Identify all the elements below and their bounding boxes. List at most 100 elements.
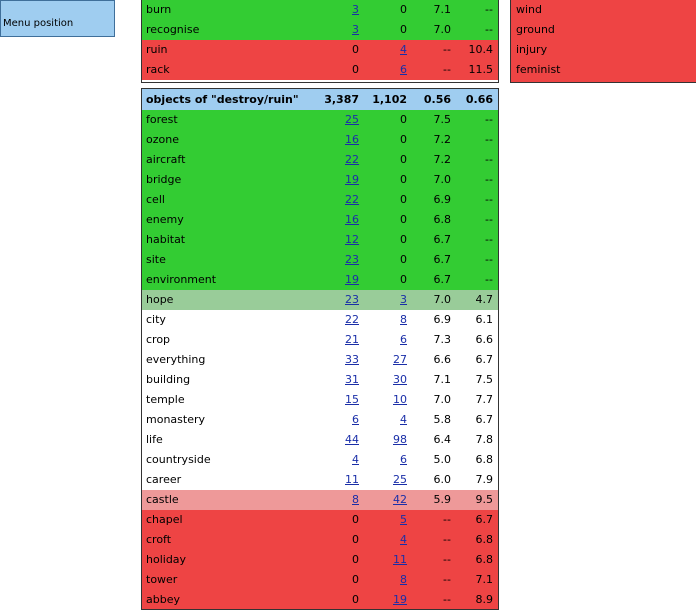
main_rows-cell-s1: -- bbox=[443, 533, 451, 546]
top_rows-cell-s1: 7.1 bbox=[433, 3, 452, 16]
main_rows-cell-f1[interactable]: 6 bbox=[352, 413, 359, 426]
main_rows-row: life 44 98 6.4 7.8 bbox=[142, 430, 498, 450]
main_rows-cell-f1[interactable]: 11 bbox=[345, 473, 359, 486]
main_rows-row: environment 19 0 6.7 -- bbox=[142, 270, 498, 290]
main_rows-cell-s1: 6.4 bbox=[433, 433, 452, 446]
main_rows-cell-f1[interactable]: 4 bbox=[352, 453, 359, 466]
side-word-item: wind bbox=[516, 3, 543, 16]
main_rows-cell-f1[interactable]: 25 bbox=[345, 113, 359, 126]
main_rows-cell-s2: 7.7 bbox=[475, 393, 494, 406]
objects-table-header: objects of "destroy/ruin" 3,387 1,102 0.… bbox=[142, 89, 498, 110]
main_rows-cell-word: crop bbox=[146, 333, 171, 346]
main_rows-cell-f1[interactable]: 19 bbox=[345, 173, 359, 186]
verbs-table: burn 3 0 7.1 -- recognise 3 0 7.0 -- ruin 0 4 -- 10.4 r… bbox=[141, 0, 499, 83]
main_rows-cell-word: building bbox=[146, 373, 191, 386]
main_rows-cell-f2[interactable]: 8 bbox=[400, 313, 407, 326]
main_rows-cell-word: life bbox=[146, 433, 163, 446]
main_rows-cell-f2[interactable]: 10 bbox=[393, 393, 407, 406]
main_rows-cell-f2[interactable]: 4 bbox=[400, 413, 407, 426]
main_rows-cell-word: temple bbox=[146, 393, 185, 406]
main_rows-cell-s1: -- bbox=[443, 553, 451, 566]
main_rows-cell-f2[interactable]: 6 bbox=[400, 453, 407, 466]
side-word-item: feminist bbox=[516, 63, 561, 76]
main_rows-cell-s1: 7.0 bbox=[433, 173, 452, 186]
main_rows-cell-f1[interactable]: 22 bbox=[345, 153, 359, 166]
main_rows-cell-s2: -- bbox=[485, 193, 493, 206]
main_rows-cell-word: bridge bbox=[146, 173, 182, 186]
main_rows-cell-f1[interactable]: 23 bbox=[345, 293, 359, 306]
main_rows-cell-f2: 0 bbox=[400, 273, 407, 286]
main_rows-cell-f2[interactable]: 6 bbox=[400, 333, 407, 346]
main_rows-cell-f1[interactable]: 12 bbox=[345, 233, 359, 246]
top_rows-cell-f2[interactable]: 4 bbox=[400, 43, 407, 56]
main_rows-cell-s1: 6.0 bbox=[433, 473, 452, 486]
top_rows-cell-f1[interactable]: 3 bbox=[352, 3, 359, 16]
main_rows-cell-word: chapel bbox=[146, 513, 183, 526]
main_rows-cell-word: enemy bbox=[146, 213, 184, 226]
main_rows-row: temple 15 10 7.0 7.7 bbox=[142, 390, 498, 410]
top_rows-cell-f1[interactable]: 3 bbox=[352, 23, 359, 36]
main_rows-cell-word: castle bbox=[146, 493, 179, 506]
main_rows-cell-f1[interactable]: 16 bbox=[345, 133, 359, 146]
main_rows-cell-f1[interactable]: 23 bbox=[345, 253, 359, 266]
main_rows-cell-f2[interactable]: 30 bbox=[393, 373, 407, 386]
main_rows-cell-f2[interactable]: 25 bbox=[393, 473, 407, 486]
main_rows-cell-s2: 6.7 bbox=[475, 413, 494, 426]
main_rows-cell-f1[interactable]: 22 bbox=[345, 313, 359, 326]
main_rows-cell-f2: 0 bbox=[400, 193, 407, 206]
top_rows-cell-word: ruin bbox=[146, 43, 168, 56]
main_rows-cell-f2[interactable]: 11 bbox=[393, 553, 407, 566]
top_rows-cell-word: rack bbox=[146, 63, 170, 76]
main_rows-cell-f1[interactable]: 33 bbox=[345, 353, 359, 366]
main_rows-cell-s1: 7.2 bbox=[433, 133, 452, 146]
top_rows-cell-f2: 0 bbox=[400, 3, 407, 16]
main_rows-cell-f2[interactable]: 8 bbox=[400, 573, 407, 586]
main_rows-cell-word: monastery bbox=[146, 413, 206, 426]
main_rows-cell-f2[interactable]: 19 bbox=[393, 593, 407, 606]
main_rows-cell-f1[interactable]: 44 bbox=[345, 433, 359, 446]
main_rows-cell-f1[interactable]: 19 bbox=[345, 273, 359, 286]
main_rows-cell-word: countryside bbox=[146, 453, 211, 466]
main_rows-row: cell 22 0 6.9 -- bbox=[142, 190, 498, 210]
main_rows-cell-f2: 0 bbox=[400, 213, 407, 226]
main_rows-cell-s1: -- bbox=[443, 593, 451, 606]
main_rows-cell-word: cell bbox=[146, 193, 165, 206]
main_rows-row: site 23 0 6.7 -- bbox=[142, 250, 498, 270]
main_rows-cell-f2[interactable]: 42 bbox=[393, 493, 407, 506]
main_rows-row: everything 33 27 6.6 6.7 bbox=[142, 350, 498, 370]
main_rows-cell-s1: 7.5 bbox=[433, 113, 452, 126]
main_rows-cell-f1[interactable]: 31 bbox=[345, 373, 359, 386]
main_rows-cell-f1[interactable]: 21 bbox=[345, 333, 359, 346]
main_rows-cell-s2: 6.6 bbox=[475, 333, 494, 346]
main_rows-cell-s1: 6.7 bbox=[433, 273, 452, 286]
main_rows-cell-f2[interactable]: 4 bbox=[400, 533, 407, 546]
main_rows-cell-s1: 6.9 bbox=[433, 313, 452, 326]
main_rows-cell-f1[interactable]: 16 bbox=[345, 213, 359, 226]
main_rows-cell-f2: 0 bbox=[400, 133, 407, 146]
top_rows-cell-f2[interactable]: 6 bbox=[400, 63, 407, 76]
main_rows-cell-s2: 7.9 bbox=[475, 473, 494, 486]
main_rows-cell-word: city bbox=[146, 313, 166, 326]
main_rows-cell-f2[interactable]: 5 bbox=[400, 513, 407, 526]
main_rows-cell-f1[interactable]: 8 bbox=[352, 493, 359, 506]
side-word-item: injury bbox=[516, 43, 548, 56]
top_rows-row: burn 3 0 7.1 -- bbox=[142, 0, 498, 20]
main_rows-cell-f2[interactable]: 98 bbox=[393, 433, 407, 446]
top_rows-cell-s2: -- bbox=[485, 23, 493, 36]
main_rows-row: enemy 16 0 6.8 -- bbox=[142, 210, 498, 230]
main_rows-cell-f2[interactable]: 3 bbox=[400, 293, 407, 306]
menu-position-box[interactable]: Menu position bbox=[0, 0, 115, 37]
main_rows-cell-s2: -- bbox=[485, 233, 493, 246]
main_rows-cell-f2: 0 bbox=[400, 233, 407, 246]
header-score1: 0.56 bbox=[423, 93, 451, 106]
main_rows-row: abbey 0 19 -- 8.9 bbox=[142, 590, 498, 609]
main_rows-cell-s1: 6.8 bbox=[433, 213, 452, 226]
main_rows-cell-f1[interactable]: 15 bbox=[345, 393, 359, 406]
main_rows-cell-s2: 9.5 bbox=[475, 493, 494, 506]
main_rows-cell-f2[interactable]: 27 bbox=[393, 353, 407, 366]
main_rows-cell-word: holiday bbox=[146, 553, 187, 566]
main_rows-cell-f1[interactable]: 22 bbox=[345, 193, 359, 206]
main_rows-cell-s2: 6.1 bbox=[475, 313, 494, 326]
top_rows-cell-s1: -- bbox=[443, 63, 451, 76]
top_rows-cell-f2: 0 bbox=[400, 23, 407, 36]
